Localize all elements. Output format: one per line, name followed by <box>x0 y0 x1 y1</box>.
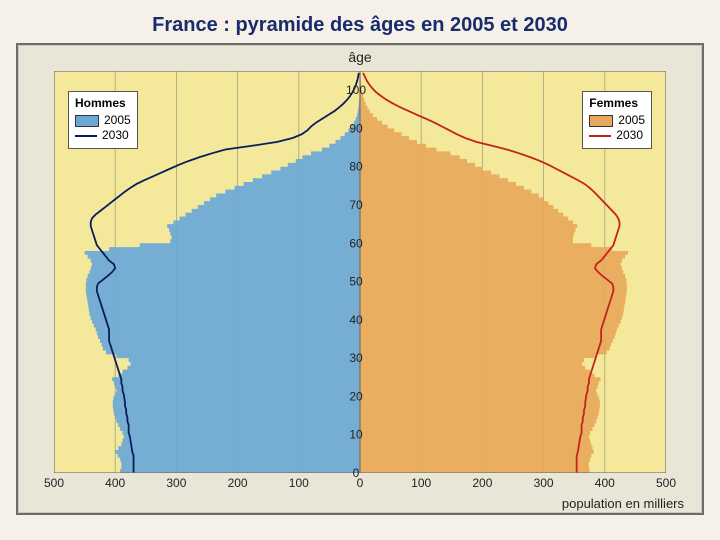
axis-label-population: population en milliers <box>562 496 684 511</box>
legend-femmes: Femmes 2005 2030 <box>582 91 652 149</box>
legend-femmes-2030: 2030 <box>616 128 643 143</box>
y-axis-ticks: 0 10 20 30 40 50 60 70 80 90 100 <box>338 67 374 487</box>
chart-panel: âge population en milliers 0 100 100 200 200… <box>16 43 704 515</box>
svg-text:30: 30 <box>349 351 363 365</box>
svg-text:100: 100 <box>289 476 309 490</box>
svg-text:200: 200 <box>228 476 248 490</box>
chart-title: France : pyramide des âges en 2005 et 20… <box>16 14 704 37</box>
svg-text:50: 50 <box>349 275 363 289</box>
svg-text:400: 400 <box>105 476 125 490</box>
svg-text:500: 500 <box>656 476 676 490</box>
svg-text:500: 500 <box>44 476 64 490</box>
svg-text:400: 400 <box>595 476 615 490</box>
svg-text:40: 40 <box>349 313 363 327</box>
legend-hommes-2030: 2030 <box>102 128 129 143</box>
svg-text:60: 60 <box>349 236 363 250</box>
svg-text:80: 80 <box>349 160 363 174</box>
svg-text:70: 70 <box>349 198 363 212</box>
legend-line-female-2030 <box>589 135 611 137</box>
svg-text:300: 300 <box>534 476 554 490</box>
legend-line-male-2030 <box>75 135 97 137</box>
svg-text:20: 20 <box>349 389 363 403</box>
legend-swatch-female-2005 <box>589 115 613 127</box>
svg-text:300: 300 <box>166 476 186 490</box>
legend-femmes-2005: 2005 <box>618 113 645 128</box>
legend-hommes-title: Hommes <box>75 96 131 111</box>
svg-text:0: 0 <box>353 466 360 480</box>
legend-hommes-2005: 2005 <box>104 113 131 128</box>
svg-text:10: 10 <box>349 428 363 442</box>
svg-text:200: 200 <box>472 476 492 490</box>
legend-swatch-male-2005 <box>75 115 99 127</box>
axis-label-age: âge <box>348 49 371 65</box>
legend-femmes-title: Femmes <box>589 96 645 111</box>
svg-text:90: 90 <box>349 121 363 135</box>
svg-text:100: 100 <box>411 476 431 490</box>
svg-text:100: 100 <box>346 83 366 97</box>
legend-hommes: Hommes 2005 2030 <box>68 91 138 149</box>
